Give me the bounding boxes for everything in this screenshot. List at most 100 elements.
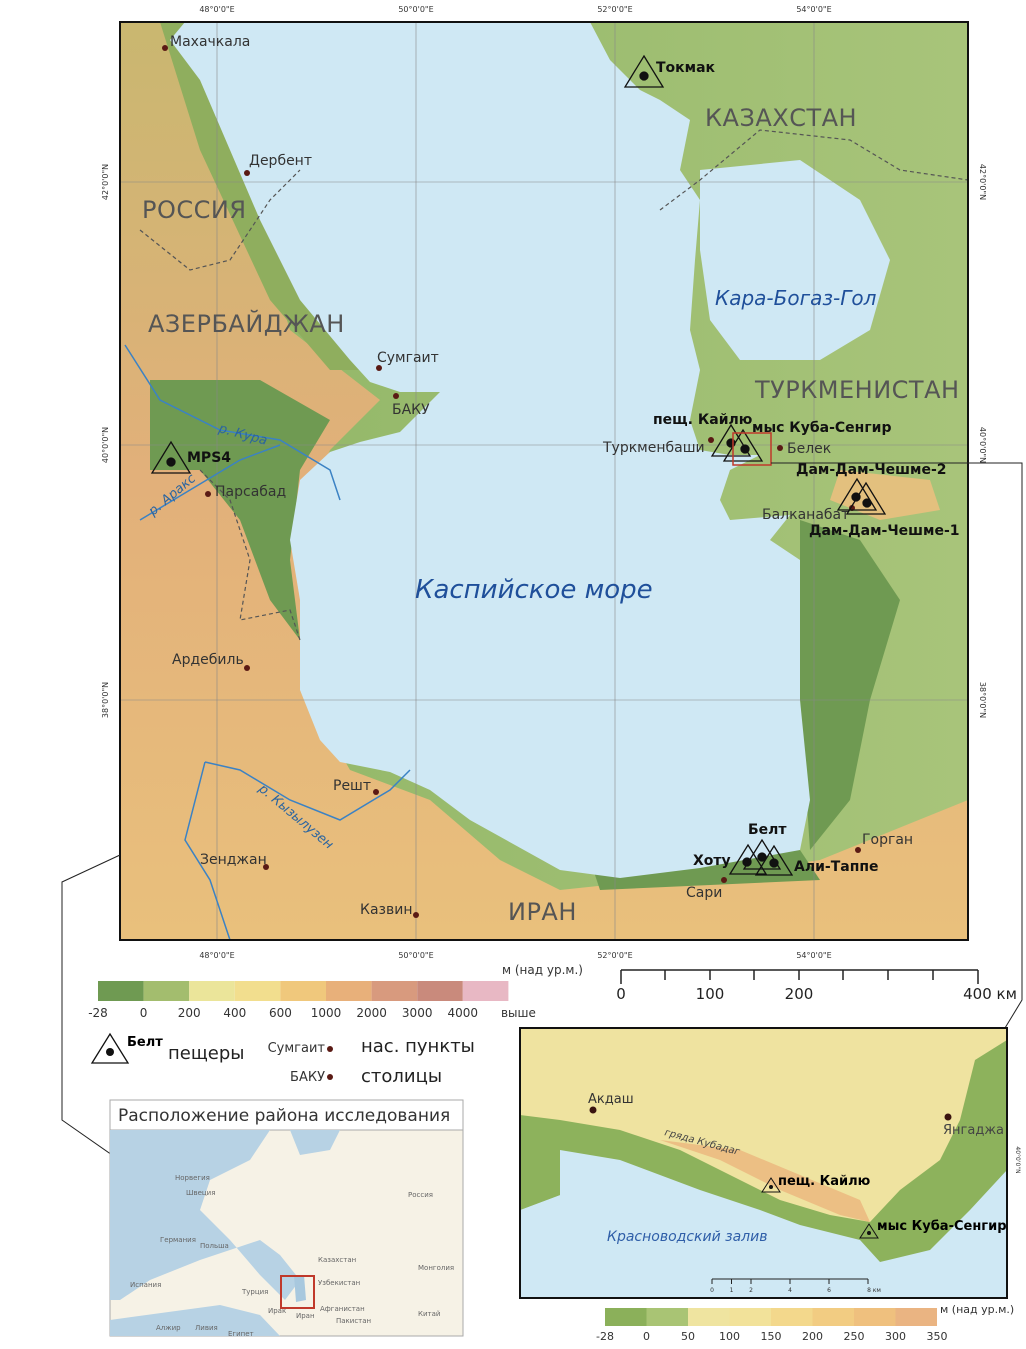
detail-legend-tick: 100 xyxy=(719,1330,740,1343)
city-balkanabat: Балканабат xyxy=(762,507,849,523)
overview-label: Иран xyxy=(296,1312,315,1320)
overview-label: Афганистан xyxy=(320,1305,365,1313)
main-map[interactable] xyxy=(120,22,968,940)
detail-legend-tick: 50 xyxy=(681,1330,695,1343)
scale-label: 0 xyxy=(616,985,626,1003)
coord-right: 42°0'0"N xyxy=(978,164,987,200)
detail-legend-swatch xyxy=(605,1308,647,1326)
kara-bogaz-gol xyxy=(700,160,890,360)
legend-tick: 200 xyxy=(178,1006,201,1020)
balkan-mountains xyxy=(830,470,940,520)
detail-scale-label: 2 xyxy=(749,1287,753,1294)
detail-legend-swatch xyxy=(854,1308,896,1326)
legend-tick: выше xyxy=(501,1006,536,1020)
legend-tick: 1000 xyxy=(311,1006,342,1020)
sea-label: Каспийское море xyxy=(415,575,653,605)
coord-top: 54°0'0"E xyxy=(796,5,831,14)
legend-swatch xyxy=(189,981,235,1001)
scale-bar: 0 100 200 400 км xyxy=(616,969,1017,1003)
city-belek: Белек xyxy=(787,441,831,457)
detail-legend-tick: -28 xyxy=(596,1330,614,1343)
detail-cave-kuba-sengir: мыс Куба-Сенгир xyxy=(877,1219,1007,1234)
overview-map: Расположение района исследования Россия … xyxy=(109,1099,464,1338)
country-azerbaijan: АЗЕРБАЙДЖАН xyxy=(148,309,345,338)
legend-tick: 4000 xyxy=(448,1006,479,1020)
legend-capital-label: столицы xyxy=(361,1066,442,1087)
coord-right: 38°0'0"N xyxy=(978,682,987,718)
coordinate-labels: 48°0'0"E 50°0'0"E 52°0'0"E 54°0'0"E 48°0… xyxy=(101,5,987,960)
city-derbent: Дербент xyxy=(249,153,312,169)
cave-ali-tappe: Али-Таппе xyxy=(794,859,879,875)
legend-tick: 400 xyxy=(223,1006,246,1020)
overview-label: Алжир xyxy=(156,1324,181,1332)
detail-cave-kuba-sengir-icon xyxy=(859,1223,879,1239)
detail-scale-label: 8 км xyxy=(867,1287,881,1294)
study-area-box xyxy=(280,1275,315,1309)
detail-legend-unit: м (над ур.м.) xyxy=(940,1303,1014,1316)
caves: Токмак MPS4 пещ. Кайлю мыс Куба-Сенгир Д… xyxy=(150,54,960,876)
country-labels: РОССИЯ АЗЕРБАЙДЖАН КАЗАХСТАН ТУРКМЕНИСТА… xyxy=(142,104,960,926)
detail-scale-bar: 0 1 2 4 6 8 км xyxy=(710,1278,881,1294)
legend-tick: 2000 xyxy=(356,1006,387,1020)
detail-scale-label: 4 xyxy=(788,1287,792,1294)
overview-label: Швеция xyxy=(186,1189,215,1197)
city-rasht: Решт xyxy=(333,778,371,794)
legend-town-example: Сумгаит xyxy=(268,1041,326,1056)
legend-swatch xyxy=(280,981,326,1001)
city-sumgait: Сумгаит xyxy=(377,350,439,366)
detail-legend-swatch xyxy=(646,1308,688,1326)
cave-kuba-sengir: мыс Куба-Сенгир xyxy=(752,420,891,436)
cities: Махачкала Дербент Сумгаит БАКУ Парсабад … xyxy=(162,34,913,918)
legend-cave-label: пещеры xyxy=(168,1043,245,1064)
detail-area-box xyxy=(732,432,772,466)
coord-left: 38°0'0"N xyxy=(101,682,110,718)
coord-bottom: 50°0'0"E xyxy=(398,951,433,960)
legend-tick: 3000 xyxy=(402,1006,433,1020)
city-sari: Сари xyxy=(686,885,722,901)
overview-label: Турция xyxy=(241,1288,268,1296)
detail-village-yangadzha: Янгаджа xyxy=(943,1123,1004,1138)
scale-label: 200 xyxy=(785,985,814,1003)
overview-label: Польша xyxy=(200,1242,229,1250)
legend-swatch xyxy=(143,981,190,1001)
coord-top: 50°0'0"E xyxy=(398,5,433,14)
detail-legend-tick: 0 xyxy=(643,1330,650,1343)
lagoon-label: Кара-Богаз-Гол xyxy=(715,286,877,310)
legend-capital-example: БАКУ xyxy=(290,1070,325,1085)
caspian-sea xyxy=(170,22,810,878)
elevation-unit: м (над ур.м.) xyxy=(502,963,583,977)
elevation-legend: м (над ур.м.) -28 0 200 400 600 1000 2000 3000 4… xyxy=(88,963,583,1020)
detail-legend-swatch xyxy=(729,1308,771,1326)
city-qazvin: Казвин xyxy=(360,902,412,918)
city-turkmenbashi: Туркменбаши xyxy=(602,440,705,456)
cave-khotu: Хоту xyxy=(693,853,731,869)
overview-label: Китай xyxy=(418,1310,440,1318)
legend-tick: -28 xyxy=(88,1006,108,1020)
detail-legend-swatch xyxy=(812,1308,854,1326)
detail-legend-tick: 300 xyxy=(885,1330,906,1343)
coord-top: 52°0'0"E xyxy=(597,5,632,14)
country-iran: ИРАН xyxy=(508,898,577,926)
legend-swatch xyxy=(462,981,509,1001)
coord-left: 42°0'0"N xyxy=(101,164,110,200)
overview-label: Узбекистан xyxy=(318,1279,360,1287)
cave-belt: Белт xyxy=(748,822,787,838)
country-russia: РОССИЯ xyxy=(142,196,247,224)
city-parsabad: Парсабад xyxy=(215,484,286,500)
legend-tick: 600 xyxy=(269,1006,292,1020)
detail-coord: 40°0'0"N xyxy=(1014,1146,1021,1173)
cave-dam-dam-cheshme-2: Дам-Дам-Чешме-2 xyxy=(796,462,947,478)
coord-right: 40°0'0"N xyxy=(978,427,987,463)
overview-label: Монголия xyxy=(418,1264,454,1272)
overview-label: Пакистан xyxy=(336,1317,371,1325)
detail-map[interactable]: Акдаш Янгаджа гряда Кубадаг Красноводски… xyxy=(519,1027,1021,1299)
country-kazakhstan: КАЗАХСТАН xyxy=(705,104,857,132)
city-makhachkala: Махачкала xyxy=(170,34,250,50)
symbol-legend: Белт пещеры Сумгаит нас. пункты БАКУ сто… xyxy=(90,1032,475,1087)
legend-swatch xyxy=(98,981,144,1001)
detail-bay-label: Красноводский залив xyxy=(607,1229,767,1245)
overview-label: Испания xyxy=(130,1281,161,1289)
legend-swatch xyxy=(371,981,418,1001)
country-turkmenistan: ТУРКМЕНИСТАН xyxy=(754,376,960,404)
